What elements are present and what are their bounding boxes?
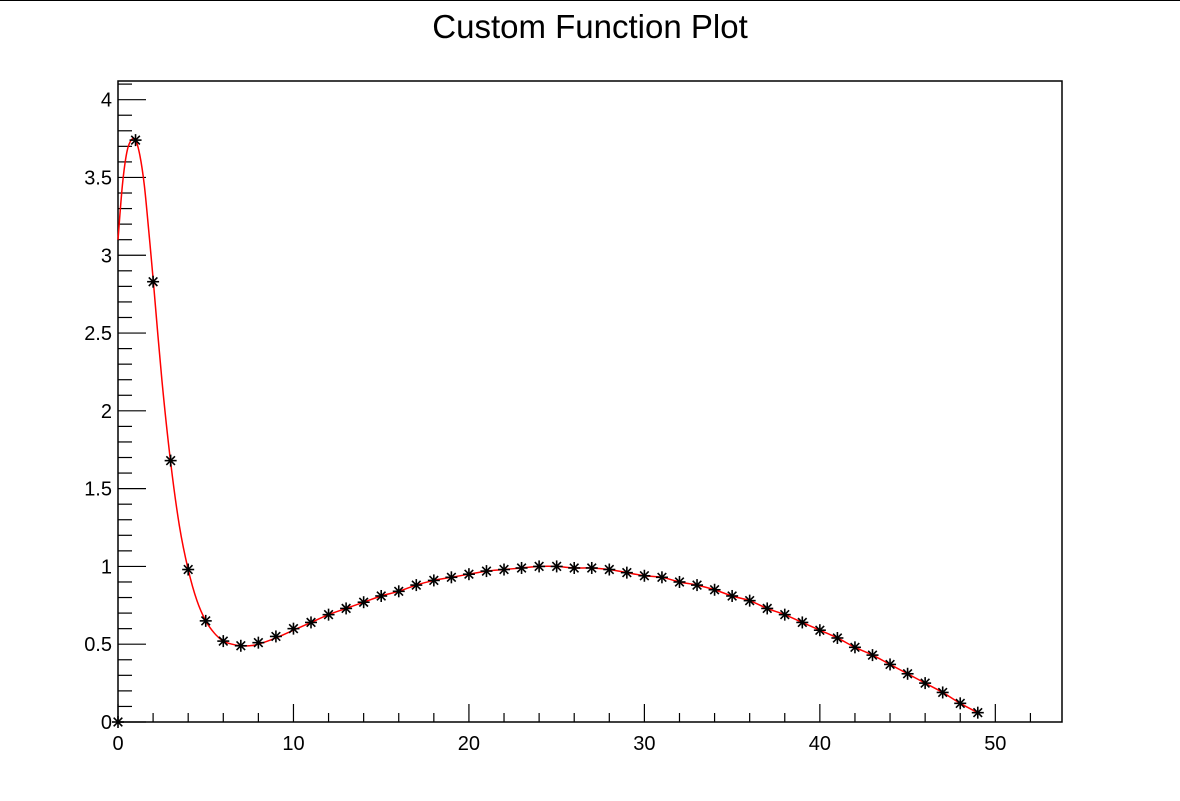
y-tick-label: 3 bbox=[101, 245, 112, 267]
data-point bbox=[568, 561, 581, 574]
x-tick-label: 30 bbox=[633, 733, 655, 755]
data-point bbox=[550, 560, 563, 573]
data-point bbox=[322, 608, 335, 621]
y-tick-label: 0 bbox=[101, 712, 112, 734]
data-point bbox=[866, 649, 879, 662]
data-point bbox=[638, 569, 651, 582]
data-point bbox=[392, 585, 405, 598]
data-point bbox=[112, 716, 124, 728]
y-tick-label: 2 bbox=[101, 401, 112, 423]
x-tick-label: 50 bbox=[984, 733, 1006, 755]
data-point bbox=[673, 575, 686, 588]
points-layer bbox=[112, 134, 984, 728]
data-point bbox=[919, 677, 932, 690]
data-point bbox=[655, 571, 668, 584]
data-point bbox=[848, 641, 861, 654]
data-point bbox=[831, 631, 844, 644]
y-tick-label: 1 bbox=[101, 556, 112, 578]
y-tick-label: 2.5 bbox=[84, 323, 112, 345]
curve-layer bbox=[117, 137, 979, 714]
data-point bbox=[410, 579, 423, 592]
data-point bbox=[498, 563, 511, 576]
data-point bbox=[726, 589, 739, 602]
data-point bbox=[375, 589, 388, 602]
data-point bbox=[708, 583, 721, 596]
chart-title: Custom Function Plot bbox=[432, 8, 748, 45]
y-tick-label: 3.5 bbox=[84, 167, 112, 189]
x-tick-label: 20 bbox=[458, 733, 480, 755]
data-point bbox=[778, 608, 791, 621]
data-point bbox=[743, 594, 756, 607]
data-point bbox=[796, 616, 809, 629]
x-axis: 0 10 20 30 40 50 bbox=[112, 704, 1032, 755]
y-tick-label: 4 bbox=[101, 90, 112, 112]
data-point bbox=[217, 635, 230, 648]
data-point bbox=[340, 602, 353, 615]
y-axis: 0 0.5 1 1.5 2 2.5 3 3.5 4 bbox=[84, 83, 146, 734]
data-point bbox=[533, 560, 546, 573]
data-point bbox=[269, 630, 282, 643]
data-point bbox=[603, 563, 616, 576]
data-point bbox=[445, 571, 458, 584]
data-point bbox=[585, 561, 598, 574]
data-point bbox=[813, 624, 826, 637]
y-tick-label: 0.5 bbox=[84, 634, 112, 656]
data-point bbox=[515, 561, 528, 574]
y-tick-label: 1.5 bbox=[84, 479, 112, 501]
data-point bbox=[147, 275, 160, 288]
function-curve bbox=[117, 137, 979, 714]
data-point bbox=[357, 596, 370, 609]
data-point bbox=[182, 563, 195, 576]
plot-frame bbox=[117, 80, 1063, 723]
data-point bbox=[305, 616, 318, 629]
data-point bbox=[884, 658, 897, 671]
data-point bbox=[936, 686, 949, 699]
data-point bbox=[427, 574, 440, 587]
data-point bbox=[129, 134, 142, 147]
data-point bbox=[691, 579, 704, 592]
data-point bbox=[480, 565, 493, 578]
top-border-line bbox=[0, 0, 1180, 1]
data-point bbox=[287, 622, 300, 635]
data-point bbox=[199, 614, 212, 627]
data-point bbox=[954, 697, 967, 710]
data-point bbox=[252, 636, 265, 649]
data-point bbox=[234, 639, 247, 652]
x-tick-label: 10 bbox=[282, 733, 304, 755]
x-tick-label: 0 bbox=[112, 733, 123, 755]
data-point bbox=[620, 566, 633, 579]
data-point bbox=[971, 706, 984, 719]
data-point bbox=[164, 454, 177, 467]
data-point bbox=[462, 568, 475, 581]
data-point bbox=[901, 667, 914, 680]
data-point bbox=[761, 602, 774, 615]
x-tick-label: 40 bbox=[809, 733, 831, 755]
